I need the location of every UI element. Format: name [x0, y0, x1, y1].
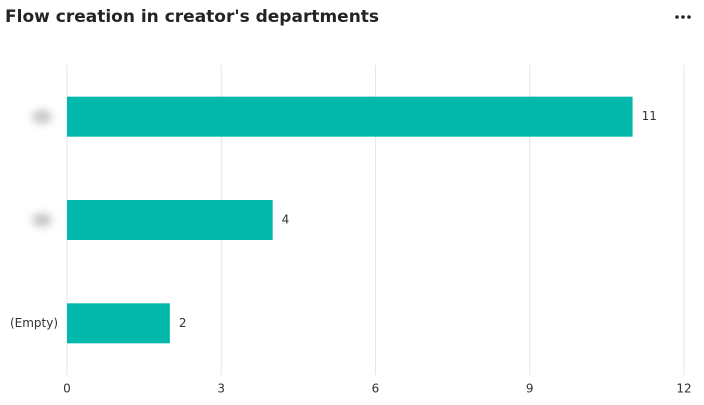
bar	[67, 303, 170, 344]
more-options-button[interactable]	[675, 15, 691, 19]
redacted-label	[32, 109, 52, 124]
x-tick-label: 12	[676, 382, 691, 396]
data-label: 4	[282, 213, 290, 227]
data-label: 2	[179, 316, 187, 330]
y-tick-label: (Empty)	[10, 316, 58, 330]
bar	[67, 200, 273, 240]
dot	[687, 15, 691, 19]
chart-title: Flow creation in creator's departments	[5, 7, 379, 27]
x-tick-label: 3	[217, 382, 225, 396]
dot	[681, 15, 685, 19]
data-label: 11	[642, 109, 657, 123]
x-tick-label: 0	[63, 382, 71, 396]
bar	[67, 96, 633, 137]
redacted-label	[32, 213, 52, 227]
x-tick-label: 9	[526, 382, 534, 396]
dot	[675, 15, 679, 19]
x-tick-label: 6	[372, 382, 380, 396]
